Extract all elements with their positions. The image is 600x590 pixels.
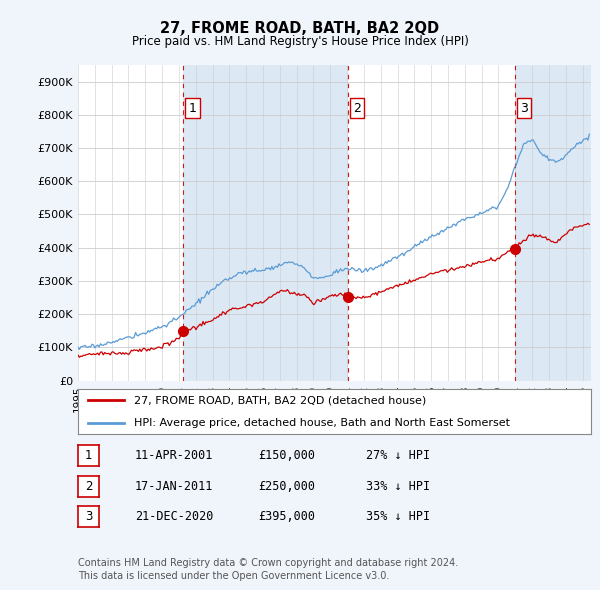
Text: £395,000: £395,000 [258, 510, 315, 523]
Text: 11-APR-2001: 11-APR-2001 [135, 449, 214, 462]
Text: 27, FROME ROAD, BATH, BA2 2QD: 27, FROME ROAD, BATH, BA2 2QD [160, 21, 440, 35]
Text: 17-JAN-2011: 17-JAN-2011 [135, 480, 214, 493]
Text: 1: 1 [85, 449, 92, 462]
Text: Price paid vs. HM Land Registry's House Price Index (HPI): Price paid vs. HM Land Registry's House … [131, 35, 469, 48]
Text: 2: 2 [353, 101, 361, 114]
Text: 3: 3 [520, 101, 528, 114]
Text: £150,000: £150,000 [258, 449, 315, 462]
Bar [184, 65, 348, 381]
Text: 35% ↓ HPI: 35% ↓ HPI [366, 510, 430, 523]
Text: £250,000: £250,000 [258, 480, 315, 493]
Text: Contains HM Land Registry data © Crown copyright and database right 2024.
This d: Contains HM Land Registry data © Crown c… [78, 558, 458, 581]
Text: HPI: Average price, detached house, Bath and North East Somerset: HPI: Average price, detached house, Bath… [134, 418, 511, 428]
Bar [515, 65, 591, 381]
Text: 3: 3 [85, 510, 92, 523]
Text: 21-DEC-2020: 21-DEC-2020 [135, 510, 214, 523]
Text: 2: 2 [85, 480, 92, 493]
Text: 27, FROME ROAD, BATH, BA2 2QD (detached house): 27, FROME ROAD, BATH, BA2 2QD (detached … [134, 395, 427, 405]
Text: 27% ↓ HPI: 27% ↓ HPI [366, 449, 430, 462]
Text: 33% ↓ HPI: 33% ↓ HPI [366, 480, 430, 493]
Text: 1: 1 [188, 101, 196, 114]
